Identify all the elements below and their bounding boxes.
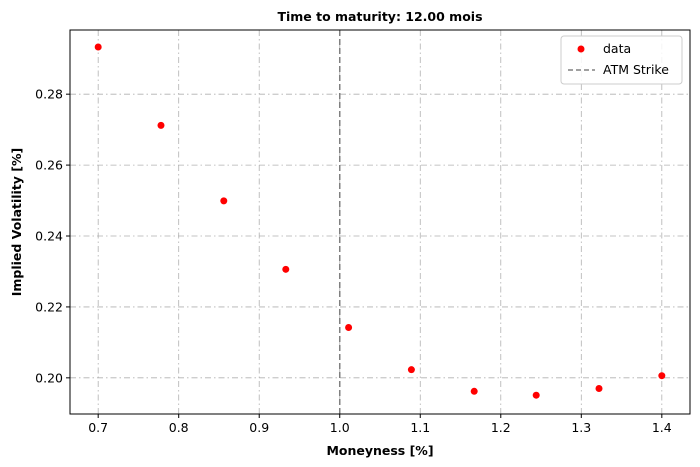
data-point: [345, 323, 353, 331]
data-points: [94, 43, 666, 399]
y-tick-label: 0.24: [35, 229, 63, 244]
data-point: [658, 372, 666, 380]
y-tick-label: 0.22: [35, 299, 63, 314]
legend-label-atm: ATM Strike: [603, 62, 669, 77]
y-axis-label: Implied Volatility [%]: [9, 148, 24, 297]
y-tick-label: 0.20: [35, 370, 63, 385]
legend-marker-data: [577, 45, 585, 53]
legend-box: [560, 35, 683, 85]
grid: [70, 30, 690, 414]
y-tick-label: 0.28: [35, 87, 63, 102]
data-point: [407, 366, 415, 374]
data-point: [470, 387, 478, 395]
data-point: [157, 121, 165, 129]
y-axis-ticks: 0.20 0.22 0.24 0.26 0.28: [35, 87, 70, 385]
x-tick-label: 1.1: [410, 420, 430, 435]
x-tick-label: 1.3: [571, 420, 591, 435]
data-point: [94, 43, 102, 51]
data-point: [595, 384, 603, 392]
legend: data ATM Strike: [560, 35, 683, 85]
chart-title: Time to maturity: 12.00 mois: [277, 9, 482, 24]
x-tick-label: 1.0: [330, 420, 350, 435]
x-tick-label: 0.7: [88, 420, 108, 435]
y-tick-label: 0.26: [35, 158, 63, 173]
x-tick-label: 1.2: [491, 420, 511, 435]
x-tick-label: 0.8: [169, 420, 189, 435]
data-point: [282, 265, 290, 273]
legend-label-data: data: [603, 41, 631, 56]
data-point: [532, 391, 540, 399]
plot-frame: [69, 29, 691, 415]
x-axis-ticks: 0.7 0.8 0.9 1.0 1.1 1.2 1.3 1.4: [88, 414, 672, 435]
x-tick-label: 1.4: [652, 420, 672, 435]
x-axis-label: Moneyness [%]: [326, 443, 433, 458]
x-tick-label: 0.9: [249, 420, 269, 435]
data-point: [220, 197, 228, 205]
